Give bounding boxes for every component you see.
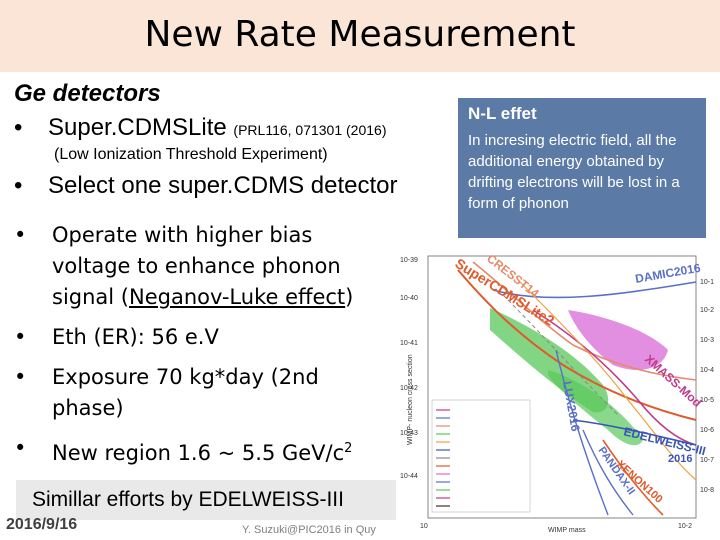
y-axis-label: WIMP- nucleon cross section — [407, 354, 414, 445]
y-tick-4: 10-42 — [400, 385, 418, 392]
exclusion-plot: 10-39 10-40 10-41 10-42 10-43 10-44 10-1… — [398, 250, 716, 535]
nl-effect-note: N-L effet In incresing electric field, a… — [458, 98, 706, 238]
y-tick-6: 10-44 — [400, 473, 418, 480]
bullet-supercdmslite: • Super.CDMSLite (PRL116, 071301 (2016) — [14, 114, 387, 142]
note-text: In incresing electric field, all the add… — [468, 132, 680, 212]
right-tick-5: 10-5 — [700, 397, 714, 404]
right-tick-2: 10-2 — [700, 307, 714, 314]
curve-pandax — [582, 429, 634, 516]
detail-list: • Operate with higher bias voltage to en… — [14, 220, 394, 478]
right-tick-6: 10-6 — [700, 427, 714, 434]
curve-damic — [492, 281, 697, 299]
list-item: • Operate with higher bias voltage to en… — [14, 220, 394, 313]
bullet-marker: • — [14, 172, 23, 199]
list-item-text: New region 1.6 ~ 5.5 GeV/c2 — [52, 441, 353, 465]
y-tick-2: 10-40 — [400, 295, 418, 302]
bullet-reference: (PRL116, 071301 (2016) — [233, 122, 387, 138]
list-item: • New region 1.6 ~ 5.5 GeV/c2 — [14, 433, 394, 469]
green-region-b — [548, 370, 643, 446]
bullet-marker: • — [14, 365, 27, 389]
exclusion-plot-svg: 10-39 10-40 10-41 10-42 10-43 10-44 10-1… — [398, 250, 716, 535]
curve-cresst — [472, 261, 697, 381]
x-tick-2: 10-2 — [678, 523, 692, 530]
section-heading: Ge detectors — [14, 80, 161, 107]
curve-xmass — [532, 309, 697, 446]
magenta-region — [568, 310, 668, 370]
curve-lux — [555, 349, 609, 516]
right-tick-3: 10-3 — [700, 337, 714, 344]
bullet-text: Select one super.CDMS detector — [48, 172, 398, 199]
bullet-marker: • — [14, 436, 27, 460]
bullet-text: Super.CDMSLite — [48, 114, 227, 141]
x-tick-1: 10 — [420, 523, 428, 530]
list-item-text: Eth (ER): 56 e.V — [52, 325, 219, 349]
right-tick-1: 10-1 — [700, 279, 714, 286]
y-tick-1: 10-39 — [400, 257, 418, 264]
slide-date: 2016/9/16 — [6, 516, 78, 533]
neganov-luke-term: Neganov-Luke effect — [129, 285, 346, 309]
list-item: • Eth (ER): 56 e.V — [14, 322, 394, 353]
curve-xenon — [602, 439, 664, 516]
x-axis-label: WIMP mass — [548, 527, 586, 534]
y-tick-5: 10-43 — [400, 430, 418, 437]
curve-edelweiss — [572, 419, 697, 446]
plot-legend — [431, 399, 531, 513]
list-item-text: Operate with higher bias voltage to enha… — [52, 223, 354, 309]
right-tick-7: 10-7 — [700, 457, 714, 464]
similar-efforts-box: Simillar efforts by EDELWEISS-III — [16, 480, 396, 520]
y-tick-3: 10-41 — [400, 340, 418, 347]
right-tick-8: 10-8 — [700, 487, 714, 494]
bullet-marker: • — [14, 223, 27, 247]
slide-footer: Y. Suzuki@PIC2016 in Quy — [242, 524, 376, 536]
curve-supercdms — [457, 269, 697, 421]
legend-lines — [436, 409, 450, 507]
right-tick-4: 10-4 — [700, 367, 714, 374]
slide-title: New Rate Measurement — [144, 14, 576, 55]
bullet-marker: • — [14, 114, 23, 141]
bullet-marker: • — [14, 325, 27, 349]
bullet-select-detector: • Select one super.CDMS detector — [14, 172, 398, 200]
note-title: N-L effet — [468, 104, 537, 123]
list-item-text: Exposure 70 kg*day (2nd phase) — [52, 365, 319, 420]
curve-orange — [517, 279, 697, 481]
list-item: • Exposure 70 kg*day (2nd phase) — [14, 362, 394, 424]
title-bar — [0, 0, 720, 72]
label-edelweiss-year: 2016 — [668, 453, 692, 465]
bullet-subtext: (Low Ionization Threshold Experiment) — [54, 146, 328, 163]
